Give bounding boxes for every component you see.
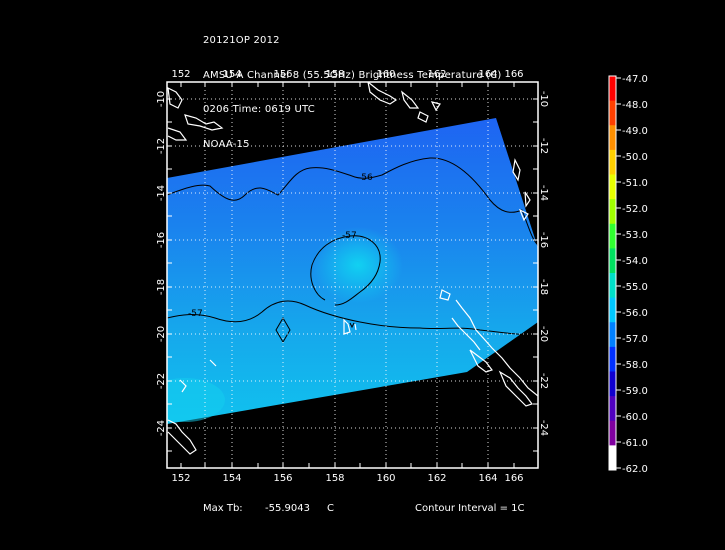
lat-tick: -12 [156, 138, 167, 154]
colorbar-label: -53.0 [622, 230, 648, 241]
contour-interval: Contour Interval = 1C [415, 503, 525, 514]
map-frame [166, 81, 539, 469]
colorbar-frame [608, 75, 617, 471]
lat-tick: -18 [538, 279, 549, 295]
lon-tick: 154 [222, 473, 241, 484]
lat-tick: -16 [156, 232, 167, 248]
lat-tick: -22 [156, 373, 167, 389]
colorbar-label: -57.0 [622, 334, 648, 345]
colorbar-segment [609, 100, 616, 126]
lon-tick: 166 [504, 69, 523, 80]
lat-tick: -20 [156, 326, 167, 342]
contour-label: -56 [358, 173, 373, 183]
colorbar-segment [609, 297, 616, 323]
colorbar-segment [609, 223, 616, 249]
lat-tick: -24 [156, 420, 167, 436]
lat-ticks-left: -10 -12 -14 -16 -18 -20 -22 -24 [156, 91, 167, 436]
lon-ticks-top: 152 154 156 158 160 162 164 166 [171, 69, 523, 80]
lat-ticks-right: -10 -12 -14 -16 -18 -20 -22 -24 [538, 91, 549, 436]
max-tb-value: -55.9043 [265, 503, 310, 514]
lon-tick: 154 [222, 69, 241, 80]
lat-tick: -18 [156, 279, 167, 295]
contour-label: -57 [188, 309, 203, 319]
max-tb-unit: C [327, 503, 334, 514]
colorbar-label: -51.0 [622, 178, 648, 189]
figure-header: 20121OP 2012 AMSU-A Channel 8 (55.5GHz) … [203, 12, 501, 162]
colorbar-label: -48.0 [622, 100, 648, 111]
colorbar-label: -56.0 [622, 308, 648, 319]
lat-tick: -14 [538, 185, 549, 201]
colorbar-segment [609, 174, 616, 200]
product-title: AMSU-A Channel 8 (55.5GHz) Brightness Te… [203, 69, 502, 81]
colorbar-segment [609, 371, 616, 397]
coastlines [167, 82, 538, 455]
colorbar-segment [609, 149, 616, 175]
lon-tick: 162 [427, 69, 446, 80]
observation-time: 0206 Time: 0619 UTC [203, 104, 315, 115]
lat-tick: -14 [156, 185, 167, 201]
colorbar-label: -58.0 [622, 360, 648, 371]
contour-label: -57 [342, 231, 357, 241]
colorbar-label: -55.0 [622, 282, 648, 293]
lat-tick: -10 [538, 91, 549, 107]
lon-tick: 158 [325, 69, 344, 80]
lat-tick: -12 [538, 138, 549, 154]
lon-tick: 164 [478, 69, 497, 80]
tick-marks [167, 82, 538, 468]
colorbar-label: -47.0 [622, 74, 648, 85]
colorbar-segment [609, 248, 616, 274]
lon-tick: 160 [376, 473, 395, 484]
lat-tick: -20 [538, 326, 549, 342]
colorbar-segment [609, 445, 616, 471]
colorbar-segment [609, 346, 616, 372]
colorbar-label: -62.0 [622, 464, 648, 475]
lon-tick: 152 [171, 69, 190, 80]
warm-core [313, 227, 403, 303]
storm-id-year: 20121OP 2012 [203, 35, 280, 46]
colorbar-segment [609, 273, 616, 299]
colorbar [609, 76, 621, 471]
colorbar-segment [609, 76, 616, 102]
colorbar-segment [609, 420, 616, 446]
colorbar-label: -59.0 [622, 386, 648, 397]
colorbar-label: -60.0 [622, 412, 648, 423]
colorbar-segment [609, 199, 616, 225]
colorbar-label: -52.0 [622, 204, 648, 215]
colorbar-labels: -47.0 -48.0 -49.0 -50.0 -51.0 -52.0 -53.0 -54.0… [622, 74, 648, 475]
colorbar-segment [609, 396, 616, 422]
lon-tick: 162 [427, 473, 446, 484]
colorbar-label: -61.0 [622, 438, 648, 449]
lon-tick: 164 [478, 473, 497, 484]
colorbar-label: -50.0 [622, 152, 648, 163]
lon-tick: 166 [504, 473, 523, 484]
colorbar-segment [609, 125, 616, 151]
lat-tick: -24 [538, 420, 549, 436]
lat-tick: -10 [156, 91, 167, 107]
lon-tick: 156 [273, 473, 292, 484]
lat-tick: -22 [538, 373, 549, 389]
colorbar-label: -54.0 [622, 256, 648, 267]
colorbar-label: -49.0 [622, 126, 648, 137]
max-tb-label: Max Tb: [203, 503, 243, 514]
lon-tick: 160 [376, 69, 395, 80]
satellite-name: NOAA-15 [203, 138, 250, 150]
lon-tick: 152 [171, 473, 190, 484]
contour-label-group: -56 -57 -57 [188, 173, 373, 319]
lon-ticks-bottom: 152 154 156 158 160 162 164 166 [171, 473, 523, 484]
lat-tick: -16 [538, 232, 549, 248]
colorbar-segment [609, 322, 616, 348]
lon-tick: 156 [273, 69, 292, 80]
grid-lines [167, 82, 538, 468]
lon-tick: 158 [325, 473, 344, 484]
